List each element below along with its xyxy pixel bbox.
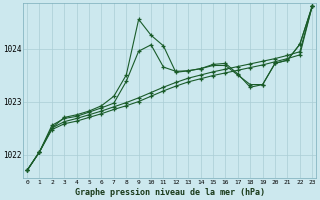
X-axis label: Graphe pression niveau de la mer (hPa): Graphe pression niveau de la mer (hPa) (75, 188, 265, 197)
